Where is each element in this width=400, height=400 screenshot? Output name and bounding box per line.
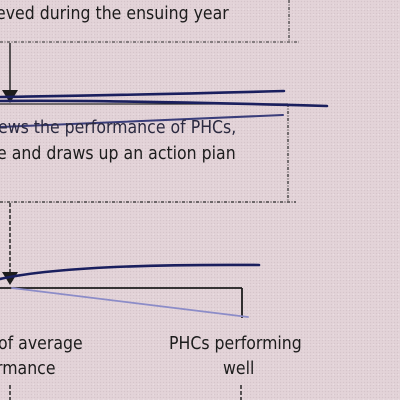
ink-stroke-1 — [0, 89, 286, 99]
connector-arrow-2 — [2, 203, 18, 285]
outcome-right-line-2: well — [223, 359, 255, 379]
review-box-text-line-2: e and draws up an action pian — [0, 144, 236, 164]
outcome-right-line-1: PHCs performing — [169, 334, 302, 354]
ink-stroke-5 — [11, 287, 249, 318]
branch-line — [0, 287, 243, 318]
ink-stroke-2 — [0, 99, 329, 108]
outcome-left-line-1: of average — [0, 334, 83, 354]
connector-arrow-1 — [2, 43, 18, 103]
outcome-left-line-2: rmance — [0, 359, 56, 379]
review-box-text-line-1: ews the performance of PHCs, — [0, 118, 237, 138]
ink-stroke-4 — [0, 263, 261, 281]
ink-stroke-3 — [0, 114, 284, 128]
top-box-text: eved during the ensuing year — [0, 4, 229, 24]
top-box-border — [0, 0, 299, 43]
